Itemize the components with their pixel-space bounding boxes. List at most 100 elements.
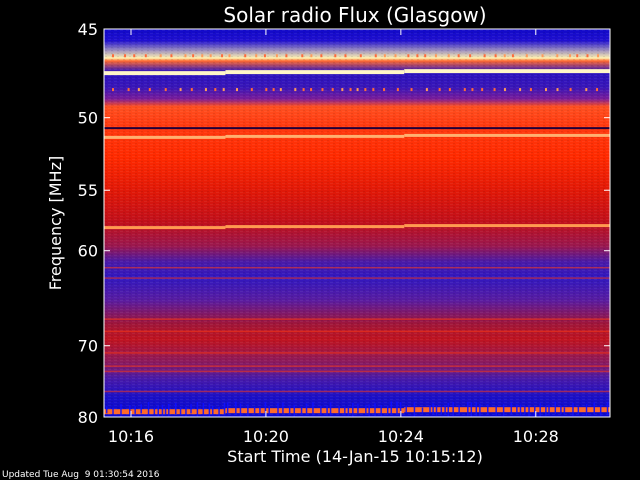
burst-dot xyxy=(544,88,547,92)
burst-dot xyxy=(263,54,266,58)
burst-dot xyxy=(494,54,497,58)
burst-dot xyxy=(344,54,347,58)
rfi-spike xyxy=(560,405,562,414)
burst-dot xyxy=(447,54,450,58)
faint-band xyxy=(104,277,610,279)
rfi-spike xyxy=(545,405,547,416)
rfi-spike xyxy=(253,406,256,414)
burst-dot xyxy=(586,54,589,58)
x-tick-label: 10:24 xyxy=(378,427,424,446)
rfi-spike xyxy=(208,403,211,417)
rfi-spike xyxy=(185,406,187,417)
bright-band xyxy=(104,226,226,230)
burst-dot xyxy=(222,88,225,92)
rfi-spike xyxy=(374,403,376,417)
burst-dot xyxy=(503,88,506,92)
burst-dot xyxy=(170,54,173,58)
burst-dot xyxy=(279,88,282,92)
plot-frame xyxy=(103,28,611,418)
rfi-spike xyxy=(223,402,226,416)
burst-dot xyxy=(184,54,187,58)
rfi-spike xyxy=(405,405,407,414)
rfi-spike xyxy=(338,406,340,414)
burst-dot xyxy=(112,88,114,92)
rfi-spike xyxy=(168,403,170,417)
burst-dot xyxy=(383,54,386,58)
burst-dot xyxy=(481,88,484,92)
burst-dot xyxy=(425,88,428,92)
burst-dot xyxy=(137,88,140,92)
burst-dot xyxy=(112,54,114,58)
rfi-spike xyxy=(161,404,164,416)
rfi-spike xyxy=(599,405,602,416)
rfi-spike xyxy=(239,403,242,417)
bright-band xyxy=(104,135,226,139)
burst-dot xyxy=(209,54,212,58)
burst-dot xyxy=(190,88,193,92)
burst-dot xyxy=(410,88,413,92)
rfi-spike xyxy=(196,402,199,417)
burst-dot xyxy=(334,54,337,58)
burst-dot xyxy=(285,54,288,58)
burst-dot xyxy=(525,54,528,58)
burst-dot xyxy=(144,54,147,58)
burst-dot xyxy=(124,54,127,58)
burst-dot xyxy=(235,88,238,92)
rfi-spike xyxy=(347,406,350,416)
burst-dot xyxy=(416,54,419,58)
burst-dot xyxy=(356,88,359,92)
rfi-spike xyxy=(212,406,214,416)
bright-band xyxy=(225,70,405,75)
faint-band xyxy=(104,330,610,333)
rfi-spike xyxy=(268,405,270,415)
burst-dot xyxy=(310,88,313,92)
rfi-spike xyxy=(519,404,522,416)
rfi-spike xyxy=(164,407,167,415)
burst-dot xyxy=(133,54,136,58)
rfi-spike xyxy=(479,404,481,416)
burst-dot xyxy=(438,88,441,92)
burst-dot xyxy=(301,54,304,58)
rfi-spike xyxy=(226,402,229,415)
rfi-spike xyxy=(585,404,588,416)
rfi-spike xyxy=(147,401,150,416)
burst-dot xyxy=(541,54,544,58)
burst-dot xyxy=(250,88,253,92)
burst-dot xyxy=(569,54,572,58)
burst-dot xyxy=(201,54,204,58)
rfi-spike xyxy=(218,406,220,417)
rfi-spike xyxy=(487,404,489,415)
rfi-spike xyxy=(516,404,518,414)
faint-band xyxy=(104,365,610,367)
rfi-spike xyxy=(352,403,354,417)
burst-dot xyxy=(424,54,427,58)
burst-dot xyxy=(255,54,258,58)
burst-dot xyxy=(364,88,367,92)
rfi-spike xyxy=(140,404,142,414)
rfi-spike xyxy=(247,404,249,417)
rfi-spike xyxy=(539,403,541,417)
rfi-spike xyxy=(524,406,526,415)
rfi-spike xyxy=(452,401,454,416)
bright-band xyxy=(225,408,405,414)
rfi-spike xyxy=(357,403,359,414)
burst-dot xyxy=(192,54,195,58)
burst-dot xyxy=(204,88,207,92)
x-tick-label: 10:20 xyxy=(243,427,289,446)
rfi-spike xyxy=(120,404,122,417)
update-timestamp: Updated Tue Aug 9 01:30:54 2016 xyxy=(2,470,160,480)
burst-dot xyxy=(569,88,572,92)
bright-band xyxy=(404,69,610,74)
rfi-spike xyxy=(396,401,398,415)
burst-dot xyxy=(148,88,151,92)
burst-dot xyxy=(511,54,514,58)
rfi-spike xyxy=(467,402,469,416)
rfi-spike xyxy=(435,405,438,416)
rfi-spike xyxy=(399,402,402,416)
rfi-spike xyxy=(528,405,530,417)
burst-dot xyxy=(310,54,313,58)
rfi-spike xyxy=(534,406,536,417)
bright-band xyxy=(104,409,226,415)
rfi-spike xyxy=(593,402,596,414)
rfi-spike xyxy=(344,406,346,416)
